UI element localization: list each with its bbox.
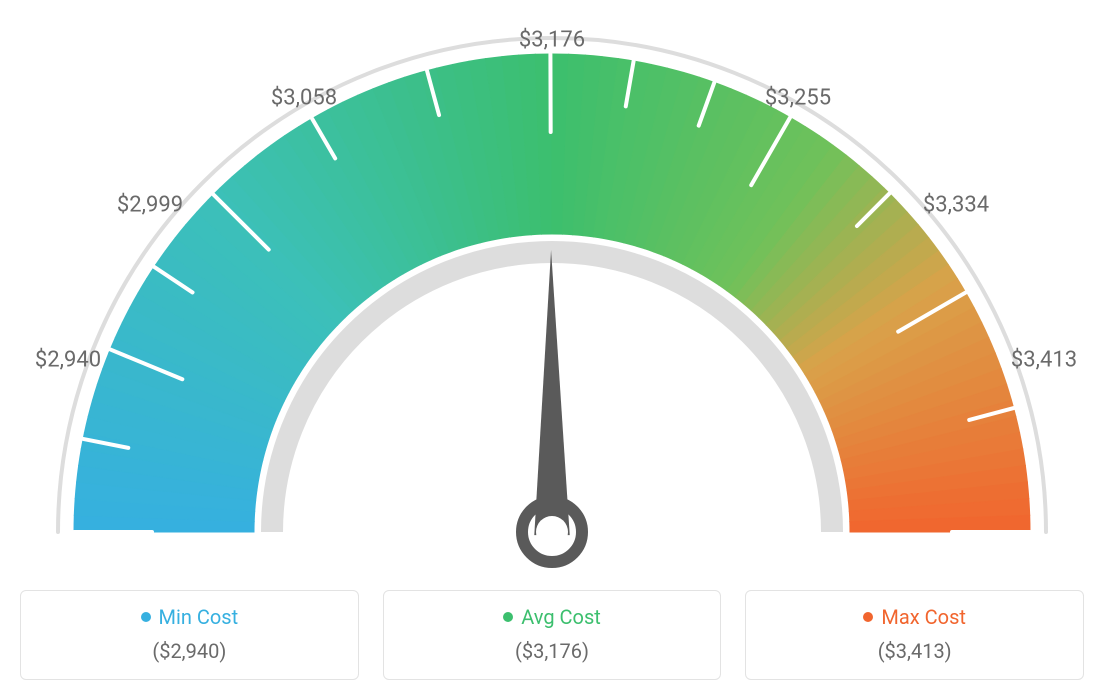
legend-title-max: Max Cost: [863, 605, 966, 629]
gauge-tick-label: $3,334: [923, 193, 989, 218]
legend-card-min: Min Cost ($2,940): [20, 590, 359, 680]
legend-card-max: Max Cost ($3,413): [745, 590, 1084, 680]
legend-value-max: ($3,413): [756, 639, 1073, 663]
legend-title-avg: Avg Cost: [503, 605, 601, 629]
gauge-tick-label: $3,058: [271, 86, 337, 111]
legend-title-text: Max Cost: [881, 605, 966, 629]
dot-icon: [141, 612, 151, 622]
cost-gauge: $2,940 $2,999 $3,058 $3,176 $3,255 $3,334 $3,4…: [20, 20, 1084, 580]
legend-value-avg: ($3,176): [394, 639, 711, 663]
gauge-tick-label: $3,255: [765, 86, 831, 111]
legend-card-avg: Avg Cost ($3,176): [383, 590, 722, 680]
dot-icon: [503, 612, 513, 622]
legend-title-min: Min Cost: [141, 605, 239, 629]
gauge-tick-label: $2,940: [35, 348, 101, 373]
legend-value-min: ($2,940): [31, 639, 348, 663]
legend-title-text: Avg Cost: [521, 605, 601, 629]
legend-title-text: Min Cost: [159, 605, 239, 629]
gauge-tick-label: $3,413: [1011, 348, 1077, 373]
gauge-tick-label: $3,176: [519, 28, 585, 53]
dot-icon: [863, 612, 873, 622]
gauge-svg: [20, 20, 1084, 580]
legend-row: Min Cost ($2,940) Avg Cost ($3,176) Max …: [20, 590, 1084, 680]
gauge-tick-label: $2,999: [117, 193, 183, 218]
